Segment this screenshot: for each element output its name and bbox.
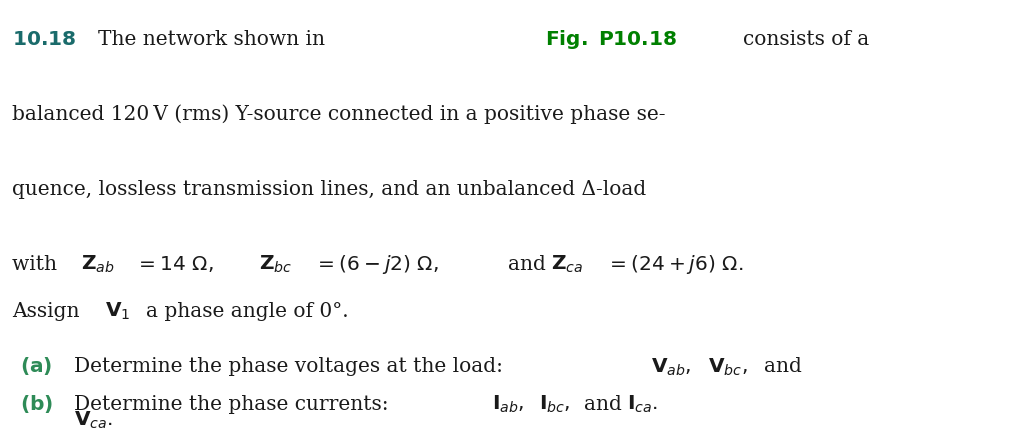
Text: $\mathbf{10.18}$: $\mathbf{10.18}$ bbox=[12, 30, 77, 49]
Text: $= (6 - j2)\ \Omega,$: $= (6 - j2)\ \Omega,$ bbox=[314, 253, 439, 276]
Text: $\mathbf{V}_1$: $\mathbf{V}_1$ bbox=[105, 301, 131, 322]
Text: $= 14\ \Omega,$: $= 14\ \Omega,$ bbox=[135, 254, 213, 273]
Text: quence, lossless transmission lines, and an unbalanced Δ-load: quence, lossless transmission lines, and… bbox=[12, 180, 646, 199]
Text: $\mathbf{I}_{ca}.$: $\mathbf{I}_{ca}.$ bbox=[627, 394, 658, 415]
Text: $\mathbf{I}_{ab},$: $\mathbf{I}_{ab},$ bbox=[492, 394, 525, 415]
Text: $\mathbf{Z}_{ca}$: $\mathbf{Z}_{ca}$ bbox=[551, 254, 584, 275]
Text: and: and bbox=[508, 255, 552, 273]
Text: $\mathbf{V}_{ca}.$: $\mathbf{V}_{ca}.$ bbox=[74, 410, 112, 428]
Text: and: and bbox=[584, 395, 628, 414]
Text: with: with bbox=[12, 255, 63, 273]
Text: Determine the phase currents:: Determine the phase currents: bbox=[74, 395, 394, 414]
Text: and: and bbox=[764, 357, 801, 376]
Text: consists of a: consists of a bbox=[743, 30, 870, 49]
Text: $\mathbf{Z}_{bc}$: $\mathbf{Z}_{bc}$ bbox=[259, 254, 293, 275]
Text: $\mathbf{I}_{bc},$: $\mathbf{I}_{bc},$ bbox=[539, 394, 571, 415]
Text: $\mathbf{V}_{ab},$: $\mathbf{V}_{ab},$ bbox=[651, 357, 692, 377]
Text: $\mathbf{(b)}$: $\mathbf{(b)}$ bbox=[20, 393, 53, 415]
Text: $\mathbf{Fig.\ P10.18}$: $\mathbf{Fig.\ P10.18}$ bbox=[545, 28, 678, 51]
Text: Determine the phase voltages at the load:: Determine the phase voltages at the load… bbox=[74, 357, 508, 376]
Text: $\mathbf{V}_{bc},$: $\mathbf{V}_{bc},$ bbox=[708, 357, 747, 377]
Text: $\mathbf{Z}_{ab}$: $\mathbf{Z}_{ab}$ bbox=[81, 254, 114, 275]
Text: balanced 120 V (rms) Y-source connected in a positive phase se-: balanced 120 V (rms) Y-source connected … bbox=[12, 104, 666, 124]
Text: The network shown in: The network shown in bbox=[98, 30, 332, 49]
Text: a phase angle of 0°.: a phase angle of 0°. bbox=[146, 302, 348, 321]
Text: $\mathbf{(a)}$: $\mathbf{(a)}$ bbox=[20, 355, 53, 377]
Text: Assign: Assign bbox=[12, 302, 86, 321]
Text: $= (24 + j6)\ \Omega.$: $= (24 + j6)\ \Omega.$ bbox=[606, 253, 743, 276]
